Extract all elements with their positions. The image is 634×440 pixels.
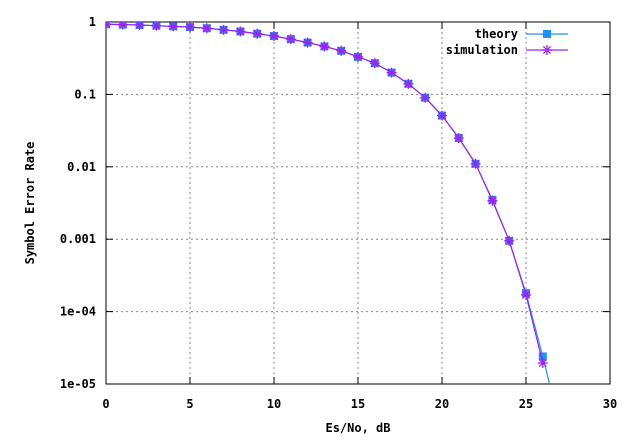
y-tick-label: 1 (89, 15, 96, 29)
y-tick-label: 1e-04 (60, 305, 96, 319)
axis-ticks: 0 5 10 15 20 25 30 1 0.1 0.01 0.001 1e-04 1e-05 (60, 15, 617, 411)
star-stroke (353, 52, 363, 61)
star-stroke (253, 29, 262, 38)
star-stroke (454, 133, 463, 143)
star-stroke (488, 196, 497, 205)
star-stroke (521, 290, 531, 299)
data-point-simulation (487, 195, 498, 206)
data-point-simulation (353, 51, 363, 62)
data-point-simulation (369, 58, 380, 69)
data-point-simulation (117, 22, 128, 30)
data-point-simulation (302, 37, 313, 48)
star-stroke (387, 68, 396, 77)
x-tick-label: 20 (435, 397, 449, 411)
data-point-simulation (218, 24, 229, 35)
star-stroke (471, 159, 480, 168)
x-tick-label: 25 (519, 397, 533, 411)
legend-marker-theory (543, 30, 551, 38)
data-point-simulation (504, 235, 515, 246)
data-point-simulation (134, 22, 145, 30)
data-point-simulation (269, 31, 279, 42)
data-point-simulation (285, 34, 296, 45)
data-point-simulation (437, 110, 447, 121)
series-line-theory (106, 23, 551, 384)
star-stroke (219, 25, 228, 34)
star-stroke (421, 93, 430, 102)
data-point-simulation (185, 22, 195, 33)
x-tick-label: 10 (267, 397, 281, 411)
y-tick-label: 0.001 (60, 232, 96, 246)
star-stroke (538, 358, 547, 368)
star-stroke (236, 27, 245, 36)
series-line-simulation (106, 23, 544, 364)
data-point-simulation (319, 41, 330, 52)
data-point-simulation (386, 67, 397, 78)
data-point-simulation (453, 132, 464, 143)
star-stroke (286, 35, 295, 44)
star-stroke (269, 31, 279, 41)
star-stroke (152, 22, 161, 30)
data-point-simulation (521, 289, 531, 300)
series-theory (106, 22, 551, 384)
y-axis-label: Symbol Error Rate (23, 142, 37, 265)
data-point-simulation (252, 28, 263, 39)
x-tick-label: 30 (603, 397, 617, 411)
star-stroke (303, 38, 312, 47)
grid-lines (106, 22, 610, 384)
data-point-simulation (420, 92, 431, 103)
y-tick-label: 0.1 (74, 87, 96, 101)
star-stroke (404, 79, 413, 88)
star-stroke (542, 45, 552, 55)
star-stroke (135, 22, 144, 30)
legend-label-theory: theory (475, 27, 518, 41)
data-point-simulation (168, 22, 179, 32)
star-stroke (185, 23, 195, 32)
star-stroke (320, 42, 329, 51)
data-point-simulation (403, 78, 414, 89)
data-point-simulation (537, 358, 548, 369)
y-tick-label: 0.01 (67, 160, 96, 174)
data-point-simulation (201, 23, 212, 34)
legend-label-simulation: simulation (446, 43, 518, 57)
series-layer (106, 22, 551, 384)
x-axis-label: Es/No, dB (325, 421, 390, 435)
x-tick-label: 5 (186, 397, 193, 411)
star-stroke (169, 22, 178, 31)
data-point-simulation (106, 22, 111, 30)
legend-marker-simulation (542, 45, 552, 55)
star-stroke (370, 59, 379, 68)
star-stroke (437, 111, 447, 120)
x-tick-label: 15 (351, 397, 365, 411)
data-point-simulation (336, 45, 347, 56)
data-point-simulation (470, 158, 481, 169)
star-stroke (118, 22, 127, 29)
y-tick-label: 1e-05 (60, 377, 96, 391)
data-point-simulation (151, 22, 162, 31)
star-stroke (337, 46, 346, 55)
data-point-theory (106, 22, 110, 29)
star-stroke (106, 23, 111, 29)
star-stroke (505, 236, 514, 245)
data-point-theory (538, 352, 547, 361)
data-point-simulation (235, 26, 246, 37)
series-simulation (106, 22, 548, 369)
legend: theory simulation (446, 27, 568, 57)
x-tick-label: 0 (102, 397, 109, 411)
star-stroke (202, 24, 211, 33)
